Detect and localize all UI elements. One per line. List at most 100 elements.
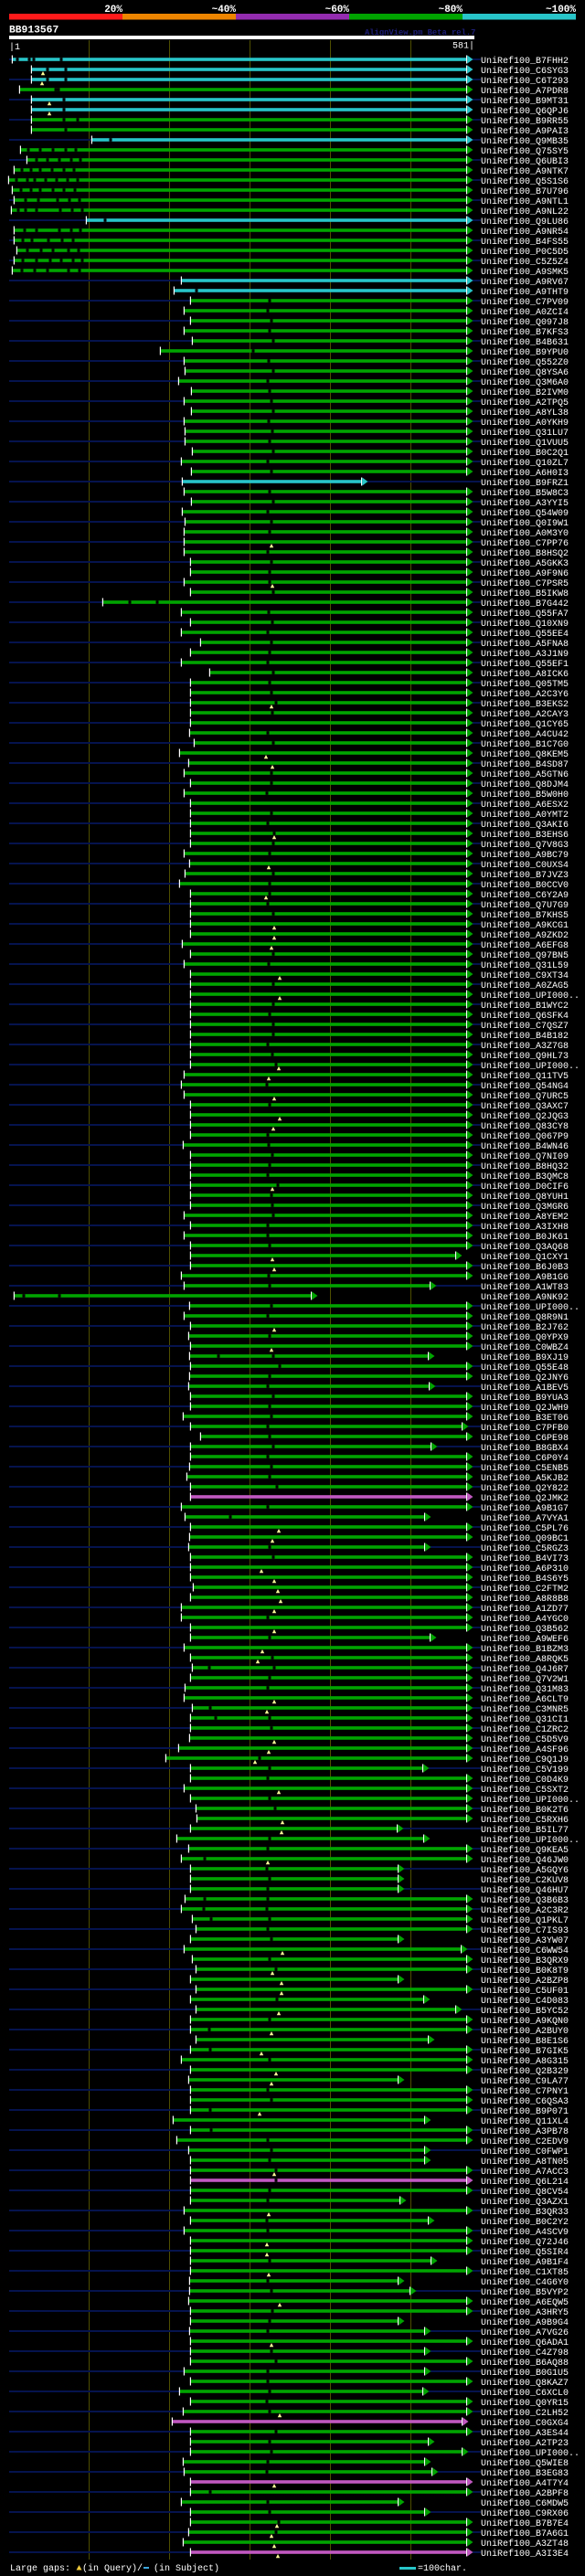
svg-text:UniRef100_C5UF01: UniRef100_C5UF01 [481, 1986, 569, 1997]
svg-text:UniRef100_Q6QPJ6: UniRef100_Q6QPJ6 [481, 106, 569, 117]
svg-text:UniRef100_C5V199: UniRef100_C5V199 [481, 1765, 569, 1776]
svg-text:UniRef100_Q31CI1: UniRef100_Q31CI1 [481, 1714, 569, 1725]
svg-text:UniRef100_Q2B329: UniRef100_Q2B329 [481, 2066, 569, 2077]
svg-text:UniRef100_C4Z798: UniRef100_C4Z798 [481, 2348, 569, 2359]
svg-text:UniRef100_Q8KEM5: UniRef100_Q8KEM5 [481, 749, 569, 760]
svg-text:UniRef100_A3YW07: UniRef100_A3YW07 [481, 1935, 569, 1946]
svg-text:UniRef100_C6Y2A9: UniRef100_C6Y2A9 [481, 890, 569, 901]
svg-text:UniRef100_Q1VUU5: UniRef100_Q1VUU5 [481, 438, 569, 449]
svg-text:UniRef100_A5GKK3: UniRef100_A5GKK3 [481, 558, 569, 569]
svg-text:UniRef100_A2C3R2: UniRef100_A2C3R2 [481, 1905, 569, 1916]
svg-text:UniRef100_A5FNA8: UniRef100_A5FNA8 [481, 639, 569, 650]
svg-text:UniRef100_B7KFS3: UniRef100_B7KFS3 [481, 327, 569, 338]
svg-text:UniRef100_C2KUV8: UniRef100_C2KUV8 [481, 1875, 569, 1886]
svg-text:UniRef100_A6EQW5: UniRef100_A6EQW5 [481, 2297, 569, 2308]
svg-text:~40%: ~40% [212, 5, 237, 16]
svg-text:UniRef100_A2TPQ5: UniRef100_A2TPQ5 [481, 398, 569, 408]
svg-text:UniRef100_Q3AQ68: UniRef100_Q3AQ68 [481, 1242, 569, 1253]
svg-text:UniRef100_B3QMC8: UniRef100_B3QMC8 [481, 1171, 569, 1182]
svg-text:UniRef100_C5RGZ3: UniRef100_C5RGZ3 [481, 1543, 569, 1554]
svg-text:20%: 20% [104, 5, 122, 16]
svg-text:UniRef100_B3EKS2: UniRef100_B3EKS2 [481, 699, 569, 710]
svg-text:UniRef100_Q067P9: UniRef100_Q067P9 [481, 1131, 569, 1142]
svg-text:UniRef100_A3Z7G8: UniRef100_A3Z7G8 [481, 1041, 569, 1052]
svg-text:UniRef100_Q0YR15: UniRef100_Q0YR15 [481, 2398, 569, 2409]
svg-text:UniRef100_C6SYG3: UniRef100_C6SYG3 [481, 66, 569, 77]
svg-text:UniRef100_Q5WIE8: UniRef100_Q5WIE8 [481, 2458, 569, 2469]
svg-text:UniRef100_C2FTM2: UniRef100_C2FTM2 [481, 1584, 569, 1595]
svg-text:UniRef100_UPI000..: UniRef100_UPI000.. [481, 991, 580, 1002]
svg-text:UniRef100_Q09BC1: UniRef100_Q09BC1 [481, 1533, 569, 1544]
svg-text:UniRef100_B0K2T6: UniRef100_B0K2T6 [481, 1805, 569, 1816]
svg-text:UniRef100_B4WN46: UniRef100_B4WN46 [481, 1141, 569, 1152]
svg-text:(in Subject): (in Subject) [154, 2563, 219, 2574]
svg-text:UniRef100_Q0YPX9: UniRef100_Q0YPX9 [481, 1332, 569, 1343]
svg-text:UniRef100_P0C5D5: UniRef100_P0C5D5 [481, 247, 569, 258]
svg-text:UniRef100_B8GBX4: UniRef100_B8GBX4 [481, 1443, 569, 1454]
svg-text:UniRef100_C1ZRC2: UniRef100_C1ZRC2 [481, 1724, 569, 1735]
svg-text:UniRef100_UPI000..: UniRef100_UPI000.. [481, 1835, 580, 1846]
svg-text:UniRef100_B9P071: UniRef100_B9P071 [481, 2106, 569, 2117]
svg-text:UniRef100_B0G1U5: UniRef100_B0G1U5 [481, 2368, 569, 2379]
svg-text:UniRef100_Q7V2W1: UniRef100_Q7V2W1 [481, 1674, 569, 1685]
svg-text:UniRef100_Q31L59: UniRef100_Q31L59 [481, 960, 569, 971]
svg-text:UniRef100_UPI000..: UniRef100_UPI000.. [481, 1302, 580, 1313]
svg-text:Large gaps:: Large gaps: [10, 2564, 70, 2574]
svg-text:UniRef100_Q8KAZ7: UniRef100_Q8KAZ7 [481, 2378, 569, 2389]
svg-text:UniRef100_A7VG26: UniRef100_A7VG26 [481, 2327, 569, 2338]
svg-text:UniRef100_B8HQ32: UniRef100_B8HQ32 [481, 1161, 569, 1172]
svg-text:UniRef100_B7GIK5: UniRef100_B7GIK5 [481, 2046, 569, 2057]
svg-text:UniRef100_C4D083: UniRef100_C4D083 [481, 1996, 569, 2007]
svg-text:UniRef100_Q0I9W1: UniRef100_Q0I9W1 [481, 518, 569, 529]
svg-text:UniRef100_A6EFG8: UniRef100_A6EFG8 [481, 940, 569, 951]
svg-text:UniRef100_A8ICK6: UniRef100_A8ICK6 [481, 669, 569, 680]
svg-text:UniRef100_Q7URC5: UniRef100_Q7URC5 [481, 1091, 569, 1102]
svg-text:UniRef100_Q55EE4: UniRef100_Q55EE4 [481, 629, 569, 640]
svg-text:UniRef100_A9F9N6: UniRef100_A9F9N6 [481, 568, 569, 579]
svg-text:UniRef100_A6H0I3: UniRef100_A6H0I3 [481, 468, 569, 479]
svg-text:UniRef100_Q8R9N1: UniRef100_Q8R9N1 [481, 1312, 569, 1323]
svg-text:UniRef100_A5GTN6: UniRef100_A5GTN6 [481, 769, 569, 780]
svg-text:UniRef100_A2BZP8: UniRef100_A2BZP8 [481, 1976, 569, 1987]
svg-text:UniRef100_Q54W09: UniRef100_Q54W09 [481, 508, 569, 519]
svg-text:UniRef100_B3QRX9: UniRef100_B3QRX9 [481, 1956, 569, 1966]
svg-text:UniRef100_Q72J46: UniRef100_Q72J46 [481, 2237, 569, 2248]
svg-text:UniRef100_Q10ZL7: UniRef100_Q10ZL7 [481, 458, 569, 469]
svg-text:UniRef100_A8YEM2: UniRef100_A8YEM2 [481, 1212, 569, 1223]
svg-text:UniRef100_C7IS93: UniRef100_C7IS93 [481, 1925, 569, 1936]
svg-text:UniRef100_Q2JQG3: UniRef100_Q2JQG3 [481, 1111, 569, 1122]
svg-text:UniRef100_A2TP23: UniRef100_A2TP23 [481, 2438, 569, 2449]
svg-text:UniRef100_A9NTL1: UniRef100_A9NTL1 [481, 196, 569, 207]
svg-text:UniRef100_A9THT9: UniRef100_A9THT9 [481, 287, 569, 298]
svg-text:UniRef100_A3YYI5: UniRef100_A3YYI5 [481, 498, 569, 509]
svg-text:UniRef100_A3PB78: UniRef100_A3PB78 [481, 2126, 569, 2137]
svg-text:UniRef100_Q3B6B3: UniRef100_Q3B6B3 [481, 1895, 569, 1906]
svg-text:UniRef100_B0K8T9: UniRef100_B0K8T9 [481, 1966, 569, 1977]
svg-text:UniRef100_B3ET06: UniRef100_B3ET06 [481, 1413, 569, 1424]
svg-text:UniRef100_B3EG83: UniRef100_B3EG83 [481, 2468, 569, 2479]
svg-text:UniRef100_A8G315: UniRef100_A8G315 [481, 2056, 569, 2067]
svg-text:UniRef100_C7PP76: UniRef100_C7PP76 [481, 538, 569, 549]
svg-text:UniRef100_Q3MGR6: UniRef100_Q3MGR6 [481, 1202, 569, 1213]
svg-text:UniRef100_A4SF96: UniRef100_A4SF96 [481, 1744, 569, 1755]
svg-text:UniRef100_B1WYC2: UniRef100_B1WYC2 [481, 1001, 569, 1012]
svg-text:UniRef100_B6J0B3: UniRef100_B6J0B3 [481, 1262, 569, 1273]
svg-text:UniRef100_B4SD87: UniRef100_B4SD87 [481, 759, 569, 770]
svg-text:UniRef100_C9LA77: UniRef100_C9LA77 [481, 2076, 569, 2087]
svg-text:UniRef100_Q11TV5: UniRef100_Q11TV5 [481, 1071, 569, 1082]
svg-text:UniRef100_C0FWP1: UniRef100_C0FWP1 [481, 2147, 569, 2157]
svg-text:UniRef100_A8YL38: UniRef100_A8YL38 [481, 408, 569, 419]
svg-text:UniRef100_A4CU42: UniRef100_A4CU42 [481, 729, 569, 740]
svg-text:UniRef100_A0YKH9: UniRef100_A0YKH9 [481, 418, 569, 429]
svg-text:UniRef100_Q8YSA6: UniRef100_Q8YSA6 [481, 367, 569, 378]
svg-text:UniRef100_A9B1G6: UniRef100_A9B1G6 [481, 1272, 569, 1283]
svg-text:UniRef100_Q9HL73: UniRef100_Q9HL73 [481, 1051, 569, 1062]
svg-text:UniRef100_C5ENB5: UniRef100_C5ENB5 [481, 1463, 569, 1474]
svg-text:UniRef100_A3IXH8: UniRef100_A3IXH8 [481, 1222, 569, 1233]
svg-text:UniRef100_A0ZCI4: UniRef100_A0ZCI4 [481, 307, 569, 318]
svg-text:UniRef100_B7FHH2: UniRef100_B7FHH2 [481, 56, 569, 67]
svg-text:UniRef100_C5D5V9: UniRef100_C5D5V9 [481, 1734, 569, 1745]
svg-text:AlignView.pm Beta rel.7: AlignView.pm Beta rel.7 [365, 28, 475, 37]
svg-text:UniRef100_Q5SIR4: UniRef100_Q5SIR4 [481, 2247, 569, 2258]
svg-text:UniRef100_B3EHS6: UniRef100_B3EHS6 [481, 830, 569, 841]
